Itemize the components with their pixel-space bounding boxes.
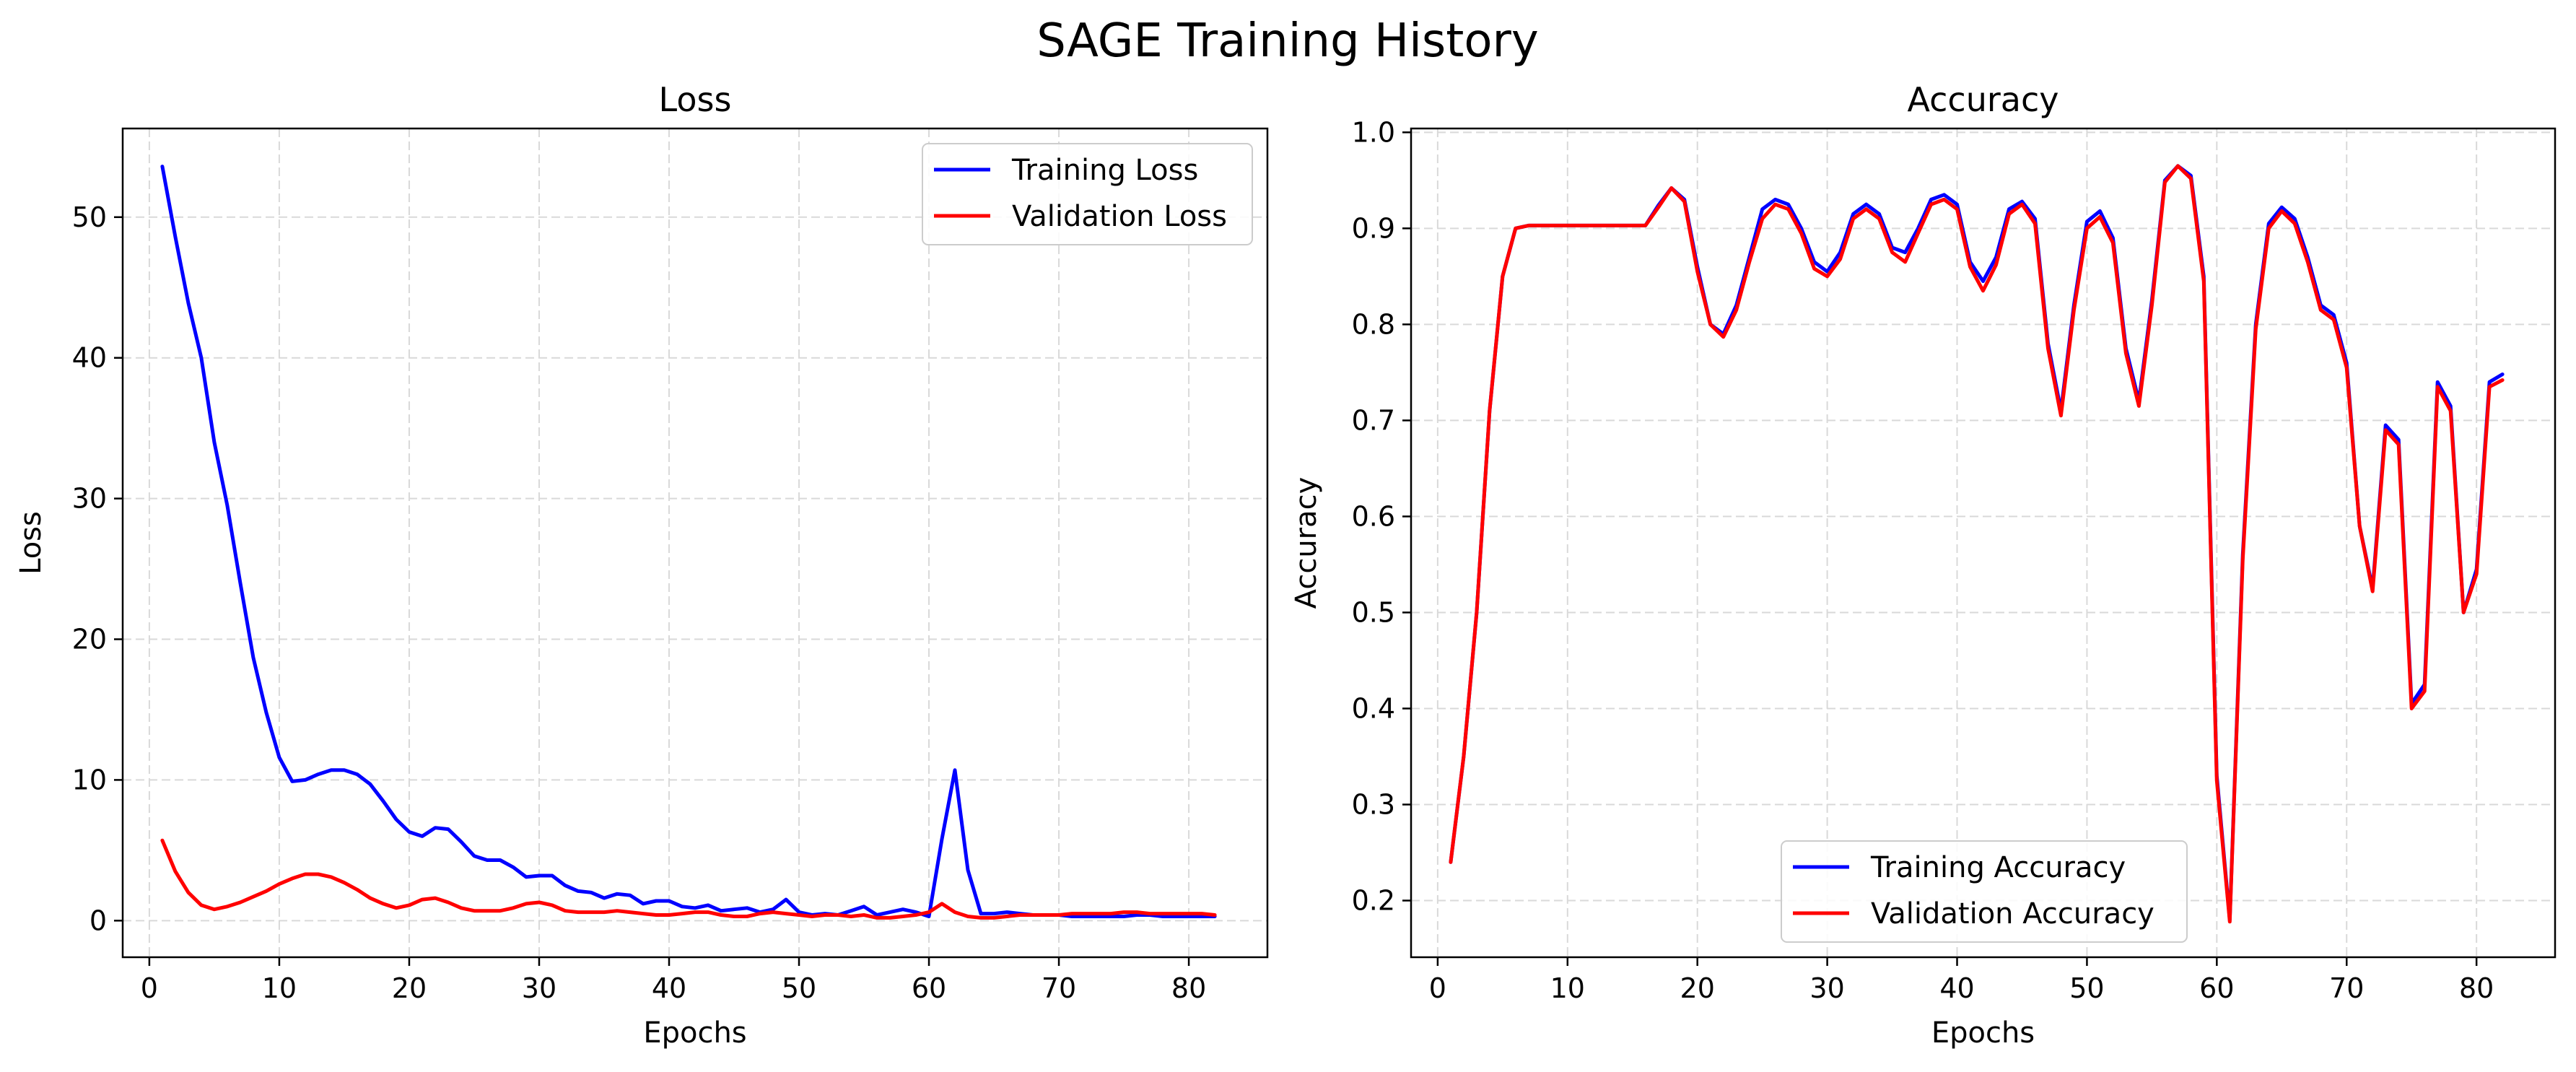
training-accuracy-legend-label: Training Accuracy — [1870, 851, 2126, 884]
loss-title: Loss — [659, 80, 732, 119]
accuracy-ytick-label: 0.8 — [1352, 308, 1395, 340]
validation-loss-legend-label: Validation Loss — [1012, 200, 1227, 233]
loss-panel: 0 10 20 30 40 50 60 70 80 0 10 20 30 40 50 Loss Epochs Lo… — [14, 80, 1269, 1050]
accuracy-ytick-label: 0.6 — [1352, 500, 1395, 532]
loss-ytick-label: 40 — [72, 342, 107, 374]
accuracy-xlabel: Epochs — [1931, 1016, 2035, 1050]
loss-xtick-label: 60 — [912, 972, 946, 1004]
loss-legend-box — [922, 143, 1253, 245]
accuracy-ytick-label: 0.7 — [1352, 404, 1395, 436]
accuracy-ytick-label: 0.2 — [1352, 885, 1395, 917]
accuracy-ylabel: Accuracy — [1290, 477, 1323, 609]
loss-xtick-label: 40 — [652, 972, 686, 1004]
accuracy-axes-frame — [1410, 127, 2557, 959]
loss-ytick-label: 20 — [72, 624, 107, 655]
figure-title: SAGE Training History — [1036, 14, 1538, 68]
accuracy-xtick-label: 20 — [1680, 972, 1715, 1004]
loss-xtick-label: 0 — [141, 972, 158, 1004]
accuracy-ytick-label: 1.0 — [1352, 116, 1395, 148]
loss-xtick-label: 30 — [522, 972, 556, 1004]
accuracy-xtick-label: 60 — [2199, 972, 2234, 1004]
loss-legend: Training Loss Validation Loss — [922, 143, 1253, 245]
loss-ytick-label: 50 — [72, 201, 107, 233]
loss-xtick-label: 70 — [1042, 972, 1076, 1004]
accuracy-xtick-label: 0 — [1429, 972, 1446, 1004]
accuracy-xtick-label: 30 — [1809, 972, 1844, 1004]
accuracy-xtick-label: 10 — [1550, 972, 1585, 1004]
accuracy-xtick-label: 50 — [2069, 972, 2104, 1004]
accuracy-ytick-label: 0.3 — [1352, 788, 1395, 820]
accuracy-ytick-label: 0.9 — [1352, 212, 1395, 244]
loss-xtick-label: 10 — [262, 972, 297, 1004]
accuracy-xtick-label: 70 — [2329, 972, 2364, 1004]
loss-axes-frame — [121, 127, 1269, 959]
validation-loss-line — [160, 838, 1217, 920]
validation-accuracy-legend-label: Validation Accuracy — [1871, 897, 2154, 931]
loss-xlabel: Epochs — [643, 1016, 746, 1050]
accuracy-title: Accuracy — [1907, 80, 2058, 119]
accuracy-legend: Training Accuracy Validation Accuracy — [1781, 840, 2188, 943]
training-loss-legend-label: Training Loss — [1011, 154, 1198, 187]
loss-xtick-label: 80 — [1171, 972, 1206, 1004]
accuracy-panel: 0 10 20 30 40 50 60 70 80 0.2 0.3 0.4 0.5 0.6 0.7 0.8 0.… — [1290, 80, 2557, 1050]
loss-xtick-label: 50 — [782, 972, 816, 1004]
accuracy-ytick-label: 0.4 — [1352, 692, 1395, 724]
accuracy-legend-box — [1781, 840, 2188, 943]
loss-ylabel: Loss — [14, 511, 48, 575]
accuracy-xtick-label: 40 — [1939, 972, 1974, 1004]
accuracy-ytick-label: 0.5 — [1352, 596, 1395, 628]
loss-ytick-label: 30 — [72, 483, 107, 515]
loss-xtick-label: 20 — [392, 972, 427, 1004]
loss-ytick-label: 10 — [72, 764, 107, 796]
loss-ytick-label: 0 — [89, 905, 107, 936]
accuracy-xtick-label: 80 — [2459, 972, 2494, 1004]
validation-accuracy-line — [1449, 164, 2505, 924]
